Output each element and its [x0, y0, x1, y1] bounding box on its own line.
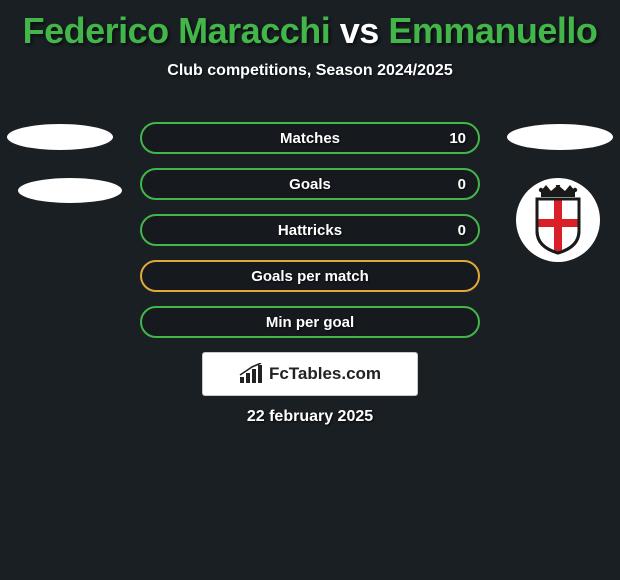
stats-container: Matches 10 Goals 0 Hattricks 0 Goals per match… — [140, 122, 480, 352]
stat-label: Goals — [289, 176, 331, 193]
club-badge — [516, 178, 600, 262]
brand-text: FcTables.com — [269, 364, 381, 384]
player2-name: Emmanuello — [388, 10, 597, 51]
stat-label: Matches — [280, 130, 340, 147]
player2-badge-placeholder — [507, 124, 613, 150]
player1-badge-placeholder-1 — [7, 124, 113, 150]
season-subtitle: Club competitions, Season 2024/2025 — [0, 62, 620, 80]
brand-box[interactable]: FcTables.com — [202, 352, 418, 396]
stat-right-value: 0 — [458, 176, 466, 193]
stat-right-value: 0 — [458, 222, 466, 239]
bar-chart-icon — [239, 363, 263, 385]
stat-right-value: 10 — [449, 130, 466, 147]
comparison-title: Federico Maracchi vs Emmanuello — [0, 0, 620, 52]
stat-row: Min per goal — [140, 306, 480, 338]
player1-badge-placeholder-2 — [18, 178, 122, 203]
vs-label: vs — [340, 10, 379, 51]
stat-row: Hattricks 0 — [140, 214, 480, 246]
stat-label: Goals per match — [251, 268, 369, 285]
player1-name: Federico Maracchi — [23, 10, 331, 51]
stat-label: Min per goal — [266, 314, 354, 331]
club-crest-icon — [529, 185, 587, 255]
date-label: 22 february 2025 — [247, 408, 373, 426]
stat-label: Hattricks — [278, 222, 342, 239]
stat-row: Goals 0 — [140, 168, 480, 200]
stat-row: Goals per match — [140, 260, 480, 292]
stat-row: Matches 10 — [140, 122, 480, 154]
